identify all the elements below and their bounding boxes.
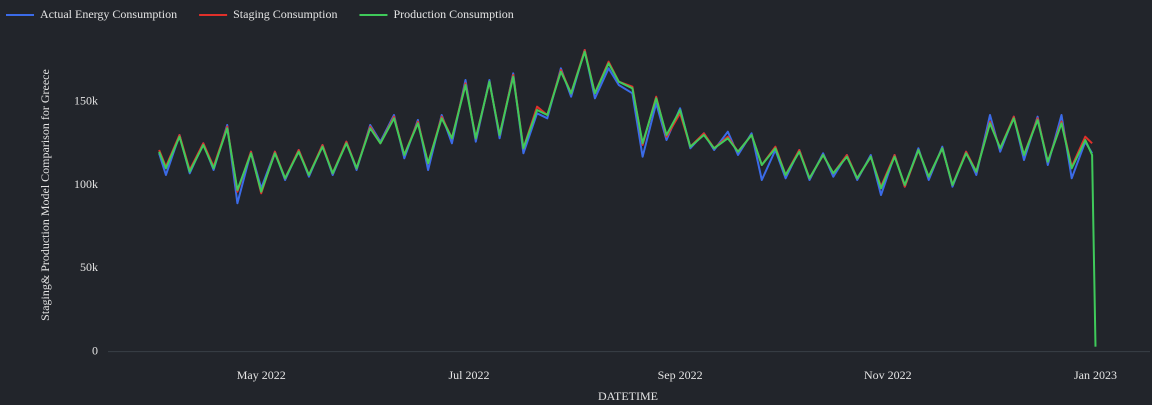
x-tick-label: Jul 2022 bbox=[448, 368, 489, 382]
y-tick-label: 0 bbox=[92, 343, 98, 357]
y-tick-label: 100k bbox=[74, 177, 98, 191]
legend-label: Actual Energy Consumption bbox=[40, 7, 177, 21]
x-axis-title: DATETIME bbox=[598, 389, 658, 403]
x-tick-label: Sep 2022 bbox=[658, 368, 703, 382]
legend-label: Staging Consumption bbox=[233, 7, 337, 21]
series-line bbox=[158, 50, 1097, 347]
x-tick-label: Jan 2023 bbox=[1074, 368, 1117, 382]
x-tick-label: May 2022 bbox=[237, 368, 286, 382]
series-line bbox=[158, 49, 1093, 195]
y-tick-label: 150k bbox=[74, 93, 98, 107]
x-tick-label: Nov 2022 bbox=[864, 368, 912, 382]
y-axis-title: Staging& Production Model Comparison for… bbox=[38, 69, 52, 321]
legend-label: Production Consumption bbox=[393, 7, 513, 21]
y-tick-label: 50k bbox=[80, 260, 98, 274]
